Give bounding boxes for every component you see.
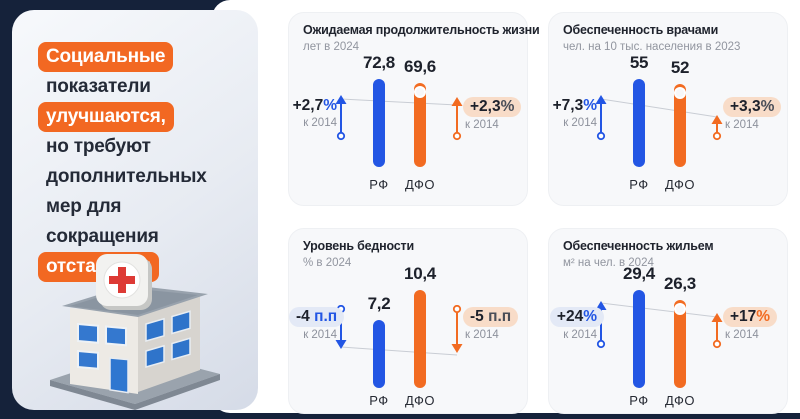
arrow-up-icon — [335, 95, 347, 141]
hospital-building-illustration — [50, 254, 220, 410]
card-subtitle: чел. на 10 тыс. населения в 2023 — [563, 41, 741, 53]
bar-value-dfo: 10,4 — [404, 264, 436, 283]
bar-dfo — [674, 300, 686, 388]
bar-top-marker — [414, 86, 426, 98]
change-value: +2,3% — [463, 97, 522, 117]
statement-word: мер для — [46, 196, 122, 217]
bar-dfo — [414, 290, 426, 388]
bar-dfo — [674, 84, 686, 167]
bar-label-rf: РФ — [369, 177, 389, 192]
arrow-up-icon — [711, 115, 723, 141]
change-caption: к 2014 — [465, 119, 499, 131]
bar-label-rf: РФ — [629, 177, 649, 192]
statement-word: но требуют — [46, 136, 151, 157]
card-doctors: Обеспеченность врачами чел. на 10 тыс. н… — [548, 12, 788, 206]
statement-line: сокращения — [46, 222, 207, 252]
statement-line: улучшаются, — [38, 102, 207, 132]
change-caption: к 2014 — [563, 329, 597, 341]
bar-value-dfo: 52 — [670, 58, 690, 77]
change-annotation-dfo: +2,3% к 2014 — [463, 97, 525, 131]
statement-line: но требуют — [46, 132, 207, 162]
bar-label-dfo: ДФО — [664, 393, 695, 408]
bar-rf — [633, 290, 645, 388]
bar-value-rf: 72,8 — [363, 53, 395, 72]
statement-word: сокращения — [46, 226, 159, 247]
statement-line: Социальные — [38, 42, 207, 72]
statement-word: дополнительных — [46, 166, 207, 187]
bar-value-rf: 55 — [629, 53, 649, 72]
card-subtitle: лет в 2024 — [303, 41, 360, 53]
arrow-up-icon — [451, 97, 463, 141]
change-annotation-dfo: -5 п.п к 2014 — [463, 307, 525, 341]
bar-value-dfo: 69,6 — [404, 57, 436, 76]
card-subtitle: % в 2024 — [303, 257, 352, 269]
bar-label-rf: РФ — [369, 393, 389, 408]
bar-label-dfo: ДФО — [404, 393, 435, 408]
bar-label-dfo: ДФО — [404, 177, 435, 192]
bar-rf — [373, 320, 385, 388]
bar-value-dfo: 26,3 — [664, 274, 696, 293]
change-caption: к 2014 — [465, 329, 499, 341]
arrow-down-icon — [451, 305, 463, 353]
change-value: +24% — [549, 307, 604, 327]
change-annotation-rf: -4 п.п к 2014 — [289, 307, 345, 341]
change-value: -5 п.п — [463, 307, 519, 327]
card-life-expectancy: Ожидаемая продолжительность жизни лет в … — [288, 12, 540, 206]
change-annotation-dfo: +3,3% к 2014 — [723, 97, 785, 131]
arrow-up-icon — [595, 95, 607, 141]
card-poverty: Уровень бедности % в 2024 7,2 10,4 РФ ДФ… — [288, 228, 528, 414]
key-message: Социальные показатели улучшаются, но тре… — [38, 42, 207, 282]
statement-word: показатели — [46, 76, 151, 97]
bar-rf — [373, 79, 385, 167]
bar-label-rf: РФ — [629, 393, 649, 408]
change-caption: к 2014 — [303, 329, 337, 341]
card-housing: Обеспеченность жильем м² на чел. в 2024 … — [548, 228, 788, 414]
statement-line: мер для — [46, 192, 207, 222]
bar-value-rf: 29,4 — [623, 264, 655, 283]
card-subtitle: м² на чел. в 2024 — [563, 257, 654, 269]
sidebar-key-message-panel: Социальные показатели улучшаются, но тре… — [12, 10, 258, 410]
change-value: -4 п.п — [289, 307, 345, 327]
bar-rf — [633, 79, 645, 167]
change-caption: к 2014 — [725, 329, 759, 341]
bar-top-marker — [674, 87, 686, 99]
red-cross-sign — [96, 254, 152, 310]
change-value: +2,7% — [292, 97, 337, 114]
change-value: +17% — [723, 307, 778, 327]
change-caption: к 2014 — [563, 117, 597, 129]
change-value: +7,3% — [552, 97, 597, 114]
bar-top-marker — [674, 303, 686, 315]
card-title: Ожидаемая продолжительность жизни — [303, 23, 540, 37]
card-title: Уровень бедности — [303, 239, 414, 253]
statement-line: дополнительных — [46, 162, 207, 192]
change-annotation-rf: +2,7% к 2014 — [289, 97, 337, 129]
card-title: Обеспеченность врачами — [563, 23, 719, 37]
change-annotation-rf: +7,3% к 2014 — [549, 97, 597, 129]
arrow-up-icon — [711, 313, 723, 349]
statement-word: улучшаются, — [38, 102, 174, 132]
statement-word: Социальные — [38, 42, 174, 72]
bar-value-rf: 7,2 — [367, 294, 391, 313]
change-caption: к 2014 — [725, 119, 759, 131]
bar-label-dfo: ДФО — [664, 177, 695, 192]
change-value: +3,3% — [723, 97, 782, 117]
bar-dfo — [414, 83, 426, 167]
statement-line: показатели — [46, 72, 207, 102]
change-annotation-dfo: +17% к 2014 — [723, 307, 785, 341]
card-title: Обеспеченность жильем — [563, 239, 714, 253]
change-caption: к 2014 — [303, 117, 337, 129]
change-annotation-rf: +24% к 2014 — [549, 307, 604, 341]
